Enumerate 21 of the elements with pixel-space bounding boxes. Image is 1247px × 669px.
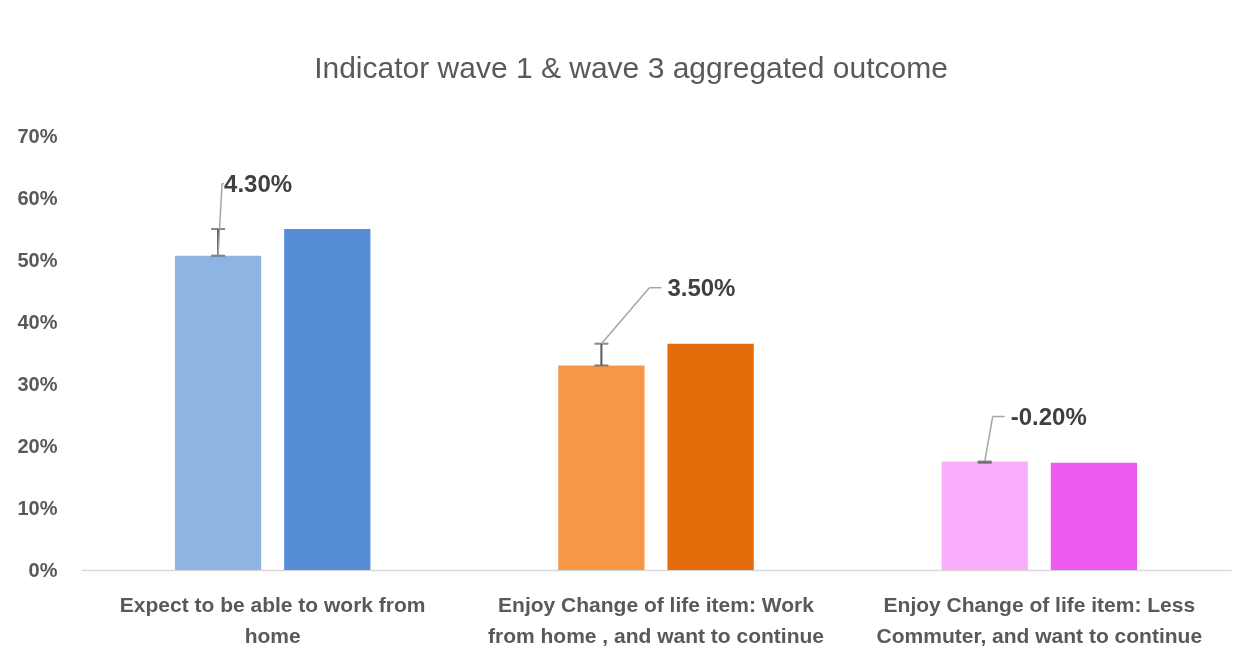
bar <box>284 229 371 570</box>
bar <box>174 255 262 570</box>
y-tick-label: 60% <box>17 186 58 209</box>
x-tick-label: Enjoy Change of life item: Less Commuter, and want to continue <box>876 592 1203 647</box>
bar <box>667 343 754 570</box>
y-tick-label: 40% <box>17 310 58 333</box>
x-tick-label: Enjoy Change of life item: Work from home , and want to continue <box>488 592 824 647</box>
y-tick-label: 30% <box>17 372 58 395</box>
bar <box>941 461 1028 570</box>
y-tick-label: 0% <box>28 558 58 581</box>
y-tick-label: 20% <box>17 434 58 457</box>
bar <box>1050 462 1138 570</box>
y-tick-label: 10% <box>17 496 58 519</box>
annotation: 4.30% <box>224 169 293 197</box>
x-tick-label: Expect to be able to work from home <box>119 592 426 647</box>
y-tick-label: 50% <box>17 248 58 271</box>
annotation: 3.50% <box>667 273 736 301</box>
annotation: -0.20% <box>1010 402 1087 430</box>
bar <box>558 365 645 570</box>
chart-title: Indicator wave 1 & wave 3 aggregated outcome <box>314 51 948 84</box>
y-tick-label: 70% <box>17 124 58 147</box>
